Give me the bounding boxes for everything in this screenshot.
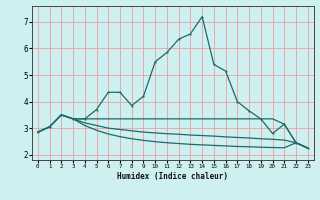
X-axis label: Humidex (Indice chaleur): Humidex (Indice chaleur) xyxy=(117,172,228,181)
